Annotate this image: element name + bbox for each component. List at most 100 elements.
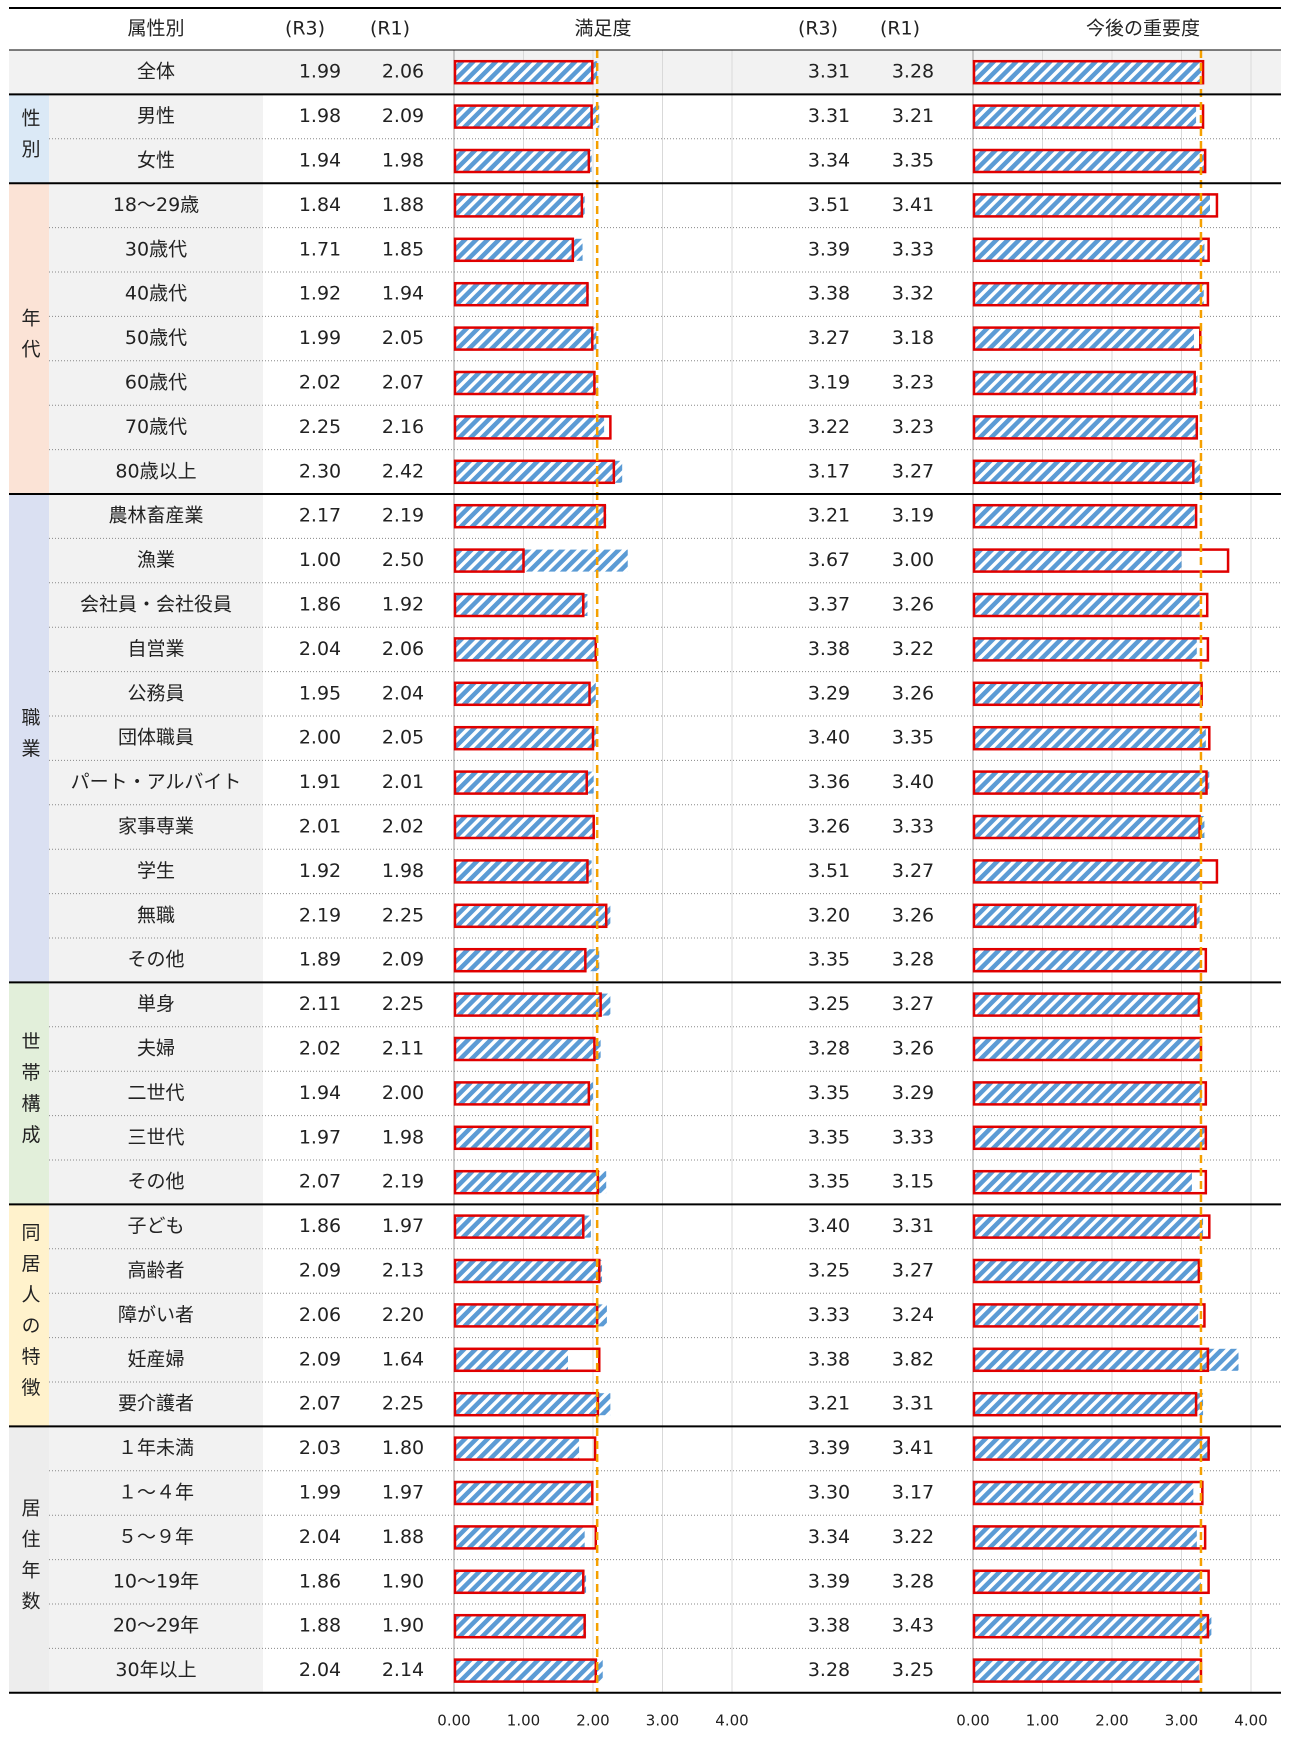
bar-r1: [973, 194, 1210, 217]
row-label: 単身: [137, 993, 175, 1015]
header-satisfaction: 満足度: [574, 18, 631, 40]
value-r1: 3.82: [892, 1348, 934, 1370]
bar-r3: [972, 104, 1205, 129]
value-r1: 3.22: [892, 638, 934, 660]
bar-r1: [454, 682, 596, 705]
value-r3: 1.98: [299, 105, 341, 127]
value-r3: 3.39: [808, 1437, 850, 1459]
bar-r3: [972, 1613, 1210, 1639]
bar-r3: [972, 947, 1208, 973]
value-r3: 3.27: [808, 327, 850, 349]
value-r3: 1.84: [299, 194, 341, 216]
value-r3: 2.01: [299, 816, 341, 838]
value-r3: 1.86: [299, 594, 341, 616]
bar-r3: [972, 459, 1195, 485]
bar-r1: [973, 150, 1206, 172]
row-label: 無職: [137, 904, 175, 926]
value-r1: 1.90: [382, 1615, 424, 1637]
bar-r1: [973, 904, 1200, 927]
label-cell: [49, 494, 263, 983]
row-label: 20～29年: [113, 1615, 199, 1637]
value-r1: 2.19: [382, 1171, 424, 1193]
bar-r1: [454, 771, 594, 794]
value-r3: 2.07: [299, 1171, 341, 1193]
label-cell: [49, 1426, 263, 1693]
value-r1: 2.00: [382, 1082, 424, 1104]
value-r1: 2.09: [382, 105, 424, 127]
value-r3: 3.35: [808, 1126, 850, 1148]
x-tick-label: 0.00: [437, 1711, 470, 1729]
value-r1: 3.25: [892, 1659, 934, 1681]
row-label: 学生: [137, 860, 175, 882]
bar-r1: [454, 416, 605, 439]
bar-r3: [453, 947, 587, 973]
bar-r1: [454, 150, 592, 172]
bar-r3: [972, 814, 1201, 840]
bar-r1: [454, 1615, 587, 1638]
value-r3: 1.94: [299, 1082, 341, 1104]
value-r1: 3.27: [892, 860, 934, 882]
row-label: 要介護者: [118, 1393, 194, 1415]
value-r3: 3.28: [808, 1659, 850, 1681]
bar-r1: [454, 1393, 611, 1416]
value-r3: 1.99: [299, 327, 341, 349]
bar-r1: [454, 549, 628, 572]
bar-r3: [972, 59, 1205, 85]
bar-r1: [454, 372, 598, 394]
row-label: 団体職員: [118, 727, 194, 749]
value-r3: 3.25: [808, 1260, 850, 1282]
bar-r1: [973, 1526, 1197, 1549]
bar-r1: [454, 61, 598, 84]
group-label: 居住年数: [19, 1498, 41, 1622]
bar-r3: [972, 237, 1210, 263]
row-label: 70歳代: [125, 416, 187, 438]
value-r3: 3.26: [808, 816, 850, 838]
value-r3: 1.86: [299, 1570, 341, 1592]
bar-r1: [454, 283, 589, 306]
label-cell: [49, 1204, 263, 1427]
value-r1: 3.21: [892, 105, 934, 127]
bar-r1: [973, 1570, 1201, 1593]
value-r3: 3.36: [808, 771, 850, 793]
bar-r1: [973, 61, 1201, 84]
bar-r1: [973, 549, 1182, 572]
value-r1: 1.97: [382, 1482, 424, 1504]
value-r1: 1.98: [382, 150, 424, 172]
value-r1: 3.32: [892, 283, 934, 305]
row-label: 妊産婦: [127, 1348, 184, 1370]
value-r1: 2.42: [382, 460, 424, 482]
value-r1: 3.24: [892, 1304, 934, 1326]
label-cell: [49, 982, 263, 1205]
value-r3: 3.25: [808, 993, 850, 1015]
value-r1: 3.23: [892, 416, 934, 438]
bar-r1: [454, 238, 583, 261]
label-cell: [49, 183, 263, 494]
bar-r3: [453, 1258, 601, 1284]
bar-r3: [453, 725, 595, 751]
group-cell: [9, 94, 49, 184]
value-r3: 3.21: [808, 1393, 850, 1415]
value-r3: 1.94: [299, 150, 341, 172]
bar-r1: [973, 1437, 1210, 1460]
bar-r3: [972, 193, 1219, 218]
group-label: 年代: [19, 307, 41, 369]
bar-r3: [972, 1125, 1208, 1151]
bar-r3: [972, 148, 1207, 174]
value-r3: 3.35: [808, 949, 850, 971]
value-r3: 2.00: [299, 727, 341, 749]
bar-r1: [454, 1171, 607, 1194]
row-label: 夫婦: [137, 1038, 175, 1060]
row-label: １～４年: [118, 1482, 194, 1504]
row-label: 全体: [137, 61, 175, 83]
bar-r1: [454, 1126, 592, 1149]
value-r1: 2.25: [382, 1393, 424, 1415]
bar-r3: [972, 1303, 1206, 1328]
value-r1: 2.50: [382, 549, 424, 571]
group-label: 職業: [19, 707, 41, 769]
row-label: 40歳代: [125, 283, 187, 305]
value-r1: 2.06: [382, 61, 424, 83]
value-r1: 2.19: [382, 505, 424, 527]
value-r3: 3.40: [808, 727, 850, 749]
bar-r1: [454, 993, 611, 1016]
